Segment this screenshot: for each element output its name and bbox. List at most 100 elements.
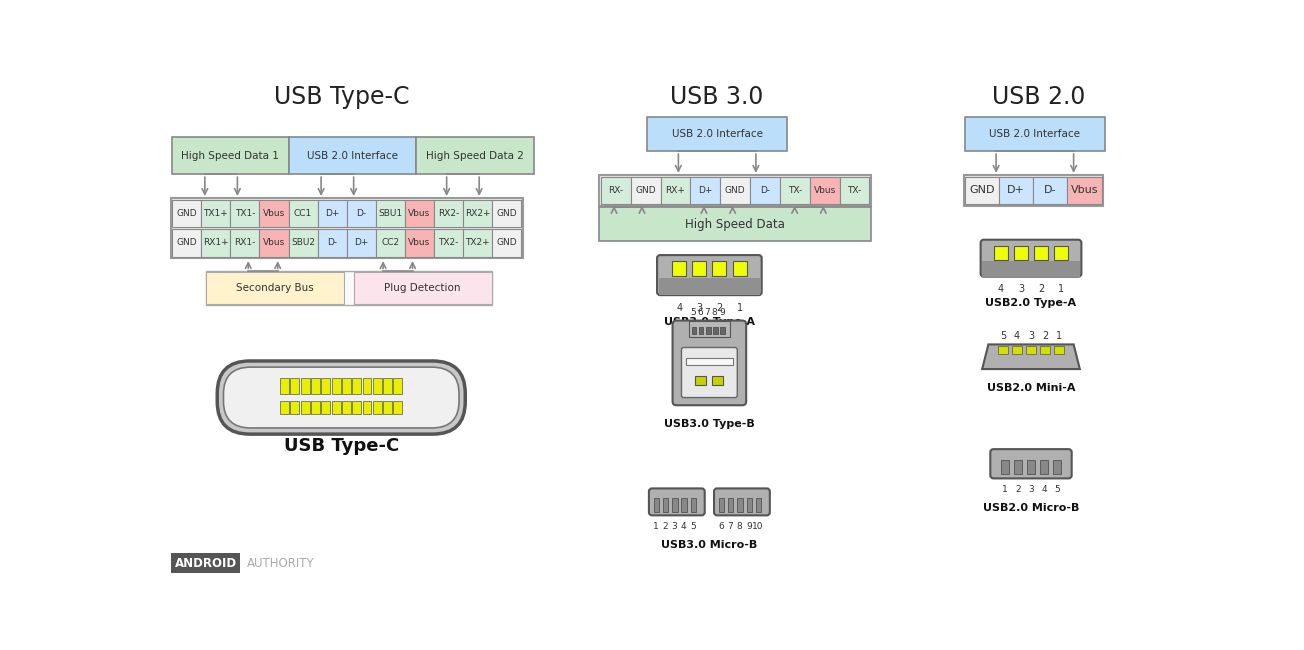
Bar — [373, 400, 382, 415]
Text: 8: 8 — [712, 309, 717, 317]
Text: USB2.0 Type-A: USB2.0 Type-A — [986, 298, 1077, 308]
Bar — [810, 177, 840, 204]
Bar — [288, 137, 416, 174]
Bar — [206, 271, 493, 305]
Bar — [672, 261, 686, 276]
Bar — [682, 499, 687, 512]
Text: High Speed Data 1: High Speed Data 1 — [181, 151, 279, 161]
Bar — [965, 116, 1104, 151]
Bar — [1026, 346, 1037, 354]
Bar — [1041, 460, 1048, 474]
Text: 1: 1 — [737, 303, 743, 313]
Bar — [172, 229, 201, 257]
Text: 9: 9 — [719, 309, 725, 317]
Text: GND: GND — [176, 239, 197, 247]
Bar — [1054, 246, 1068, 259]
Text: 1: 1 — [1001, 484, 1008, 493]
Text: High Speed Data 2: High Speed Data 2 — [426, 151, 524, 161]
Text: D-: D- — [327, 239, 338, 247]
Bar — [318, 200, 347, 227]
Bar — [347, 200, 376, 227]
Bar — [750, 177, 780, 204]
Bar — [363, 400, 372, 415]
Polygon shape — [982, 344, 1080, 369]
FancyBboxPatch shape — [673, 320, 746, 405]
Bar — [171, 198, 523, 258]
Bar — [1028, 460, 1035, 474]
Bar — [712, 376, 724, 385]
Bar — [695, 376, 707, 385]
Bar — [312, 400, 319, 415]
Text: USB Type-C: USB Type-C — [284, 437, 399, 455]
FancyBboxPatch shape — [981, 240, 1081, 277]
Text: 2: 2 — [716, 303, 722, 313]
Bar — [994, 246, 1008, 259]
Bar — [172, 200, 201, 227]
Bar — [291, 400, 300, 415]
Bar — [404, 229, 434, 257]
Bar — [780, 177, 810, 204]
Text: USB2.0 Micro-B: USB2.0 Micro-B — [983, 503, 1080, 513]
Text: D+: D+ — [1007, 185, 1025, 196]
Bar — [394, 378, 403, 395]
Text: 9: 9 — [746, 521, 752, 530]
Bar — [600, 175, 871, 206]
Text: Vbus: Vbus — [263, 209, 286, 218]
Text: D-: D- — [760, 186, 771, 195]
Text: AUTHORITY: AUTHORITY — [246, 556, 314, 569]
Text: 3: 3 — [1018, 284, 1024, 294]
Text: 3: 3 — [1028, 484, 1034, 493]
Text: TX-: TX- — [788, 186, 802, 195]
Bar — [434, 200, 463, 227]
Bar — [691, 499, 696, 512]
Bar — [383, 400, 393, 415]
Text: D+: D+ — [353, 239, 369, 247]
Text: Vbus: Vbus — [814, 186, 836, 195]
Text: RX2-: RX2- — [438, 209, 459, 218]
Bar — [288, 200, 318, 227]
Bar — [312, 378, 319, 395]
Bar — [231, 229, 259, 257]
Bar — [1015, 246, 1028, 259]
Bar — [601, 177, 631, 204]
Bar — [705, 327, 711, 334]
Text: Vbus: Vbus — [408, 209, 430, 218]
Bar — [1054, 346, 1064, 354]
Bar — [301, 378, 309, 395]
Bar — [1000, 460, 1008, 474]
Bar — [259, 200, 288, 227]
Text: 5: 5 — [1000, 331, 1007, 341]
Bar — [376, 229, 404, 257]
Text: 8: 8 — [737, 521, 742, 530]
Bar — [416, 137, 535, 174]
Text: 3: 3 — [672, 521, 677, 530]
Bar — [492, 229, 522, 257]
Bar — [331, 400, 340, 415]
Text: USB 3.0: USB 3.0 — [670, 85, 764, 109]
Bar — [690, 320, 729, 337]
Text: 3: 3 — [717, 384, 724, 393]
Text: GND: GND — [725, 186, 746, 195]
Bar — [713, 327, 717, 334]
FancyBboxPatch shape — [223, 367, 459, 428]
Bar — [301, 400, 309, 415]
Bar — [404, 200, 434, 227]
Text: 7: 7 — [728, 521, 733, 530]
Bar — [691, 327, 696, 334]
Text: 2: 2 — [717, 365, 724, 375]
Text: USB3.0 Micro-B: USB3.0 Micro-B — [661, 540, 758, 550]
Text: Vbus: Vbus — [1071, 185, 1098, 196]
Text: 4: 4 — [681, 521, 687, 530]
Bar — [653, 499, 659, 512]
Bar — [342, 400, 351, 415]
Text: Vbus: Vbus — [263, 239, 286, 247]
FancyBboxPatch shape — [715, 488, 769, 515]
Text: USB3.0 Type-A: USB3.0 Type-A — [664, 317, 755, 327]
Text: 2: 2 — [1042, 331, 1048, 341]
Text: 4: 4 — [695, 384, 702, 393]
Text: USB Type-C: USB Type-C — [274, 85, 409, 109]
Text: 7: 7 — [704, 309, 711, 317]
Text: TX1+: TX1+ — [203, 209, 228, 218]
Bar — [352, 378, 361, 395]
FancyBboxPatch shape — [682, 348, 737, 398]
